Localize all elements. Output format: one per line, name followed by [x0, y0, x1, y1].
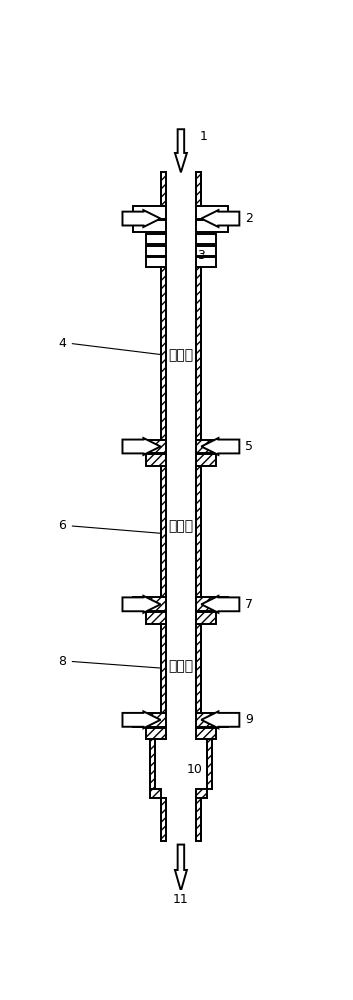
Text: 8: 8	[59, 655, 67, 668]
Text: 1: 1	[200, 130, 208, 143]
Polygon shape	[122, 210, 161, 227]
Polygon shape	[201, 711, 239, 728]
Bar	[196, 798, 201, 841]
Bar	[196, 597, 228, 611]
Bar	[145, 257, 166, 267]
Bar	[196, 454, 216, 466]
Bar	[133, 206, 166, 219]
Bar	[196, 172, 201, 206]
Polygon shape	[122, 711, 161, 728]
Bar	[196, 257, 216, 267]
Bar	[207, 739, 212, 789]
Text: 10: 10	[186, 763, 202, 776]
Polygon shape	[175, 845, 187, 891]
Text: 4: 4	[59, 337, 66, 350]
Polygon shape	[175, 129, 187, 172]
Bar	[196, 246, 216, 256]
Bar	[196, 789, 207, 798]
Text: 3: 3	[197, 249, 205, 262]
Bar	[145, 612, 166, 624]
Bar	[196, 220, 228, 232]
Bar	[196, 466, 201, 597]
Polygon shape	[201, 596, 239, 613]
Bar	[145, 728, 166, 739]
Bar	[196, 440, 228, 453]
Bar	[133, 440, 166, 453]
Bar	[196, 206, 228, 219]
Text: 第一段: 第一段	[168, 348, 193, 362]
Text: 11: 11	[173, 893, 189, 906]
Bar	[196, 713, 228, 727]
Bar	[133, 713, 166, 727]
Bar	[150, 789, 161, 798]
Bar	[196, 612, 216, 624]
Text: 6: 6	[59, 519, 66, 532]
Polygon shape	[201, 438, 239, 455]
Bar	[161, 798, 166, 841]
Polygon shape	[122, 596, 161, 613]
Text: 第二段: 第二段	[168, 519, 193, 533]
Bar	[196, 234, 216, 244]
Bar	[145, 454, 166, 466]
Bar	[161, 267, 166, 440]
Text: 5: 5	[245, 440, 253, 453]
Bar	[145, 234, 166, 244]
Polygon shape	[201, 210, 239, 227]
Bar	[161, 466, 166, 597]
Bar	[196, 728, 216, 739]
Bar	[161, 624, 166, 713]
Text: 9: 9	[245, 713, 253, 726]
Bar	[196, 624, 201, 713]
Bar	[145, 246, 166, 256]
Text: 2: 2	[245, 212, 253, 225]
Bar	[133, 597, 166, 611]
Bar	[133, 220, 166, 232]
Bar	[196, 267, 201, 440]
Text: 第三段: 第三段	[168, 660, 193, 674]
Bar	[150, 739, 155, 789]
Bar	[161, 172, 166, 206]
Polygon shape	[122, 438, 161, 455]
Text: 7: 7	[245, 598, 253, 611]
